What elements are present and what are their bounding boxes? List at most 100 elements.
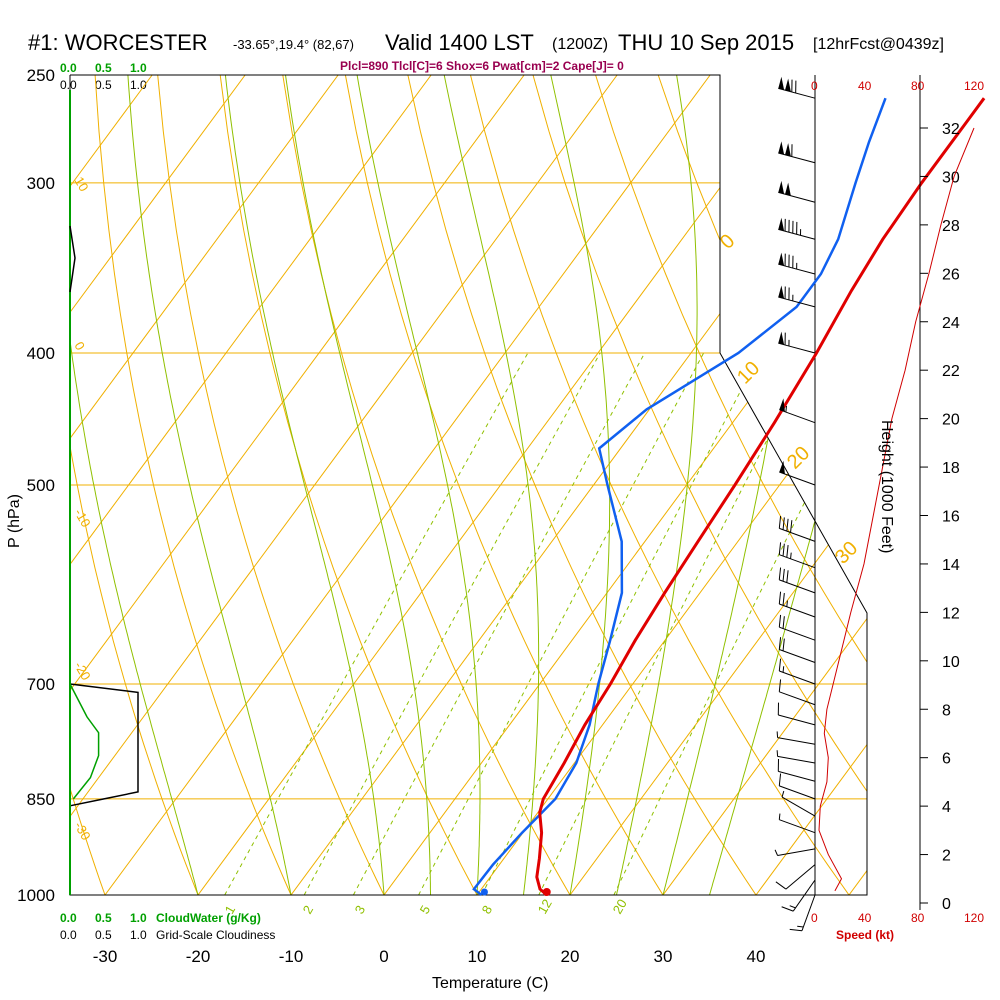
wind-barb-tick (782, 517, 785, 530)
wind-barb-staff (777, 848, 816, 856)
temperature-profile (535, 97, 986, 897)
wind-speed-profile (818, 127, 975, 892)
mixing-ratio-label: 20 (610, 896, 630, 916)
wind-barb-tick (778, 567, 782, 580)
wind-barb-staff (777, 737, 816, 745)
wind-barb-tick (778, 658, 782, 672)
wind-barb-staff (779, 409, 816, 424)
wind-barb (778, 679, 816, 706)
mixing-ratio-line (224, 352, 529, 895)
wind-barb (789, 894, 816, 932)
wind-barb-tick (782, 568, 785, 582)
speed-tick-label: 40 (858, 911, 872, 925)
wind-barb (778, 614, 816, 641)
wind-barb-flag (778, 252, 785, 266)
wind-barb (778, 516, 816, 542)
mixing-ratio-label: 3 (352, 903, 369, 917)
isotherm-line (383, 75, 867, 895)
speed-axis-label: Speed (kt) (836, 928, 894, 942)
dry-adiabat-line (971, 75, 1000, 895)
wind-barb (778, 285, 816, 308)
height-tick-label: 2 (942, 848, 951, 865)
cloud-water-tick: 0.0 (60, 911, 77, 925)
height-tick-label: 26 (942, 266, 960, 283)
moist-adiabat-line (616, 75, 698, 895)
wind-barb-flag (785, 143, 791, 157)
speed-tick-label: 120 (964, 911, 984, 925)
wind-barb-half-tick (778, 813, 781, 820)
pressure-tick-label: 300 (27, 174, 55, 193)
mixing-ratio-label: 2 (300, 903, 317, 917)
wind-barb-flag (785, 78, 791, 92)
wind-barb-staff (779, 670, 816, 685)
height-tick-label: 14 (942, 557, 960, 574)
wind-barb-flag (778, 76, 785, 90)
height-tick-label: 30 (942, 169, 960, 186)
temperature-tick-label: 40 (747, 947, 766, 966)
cloud-scales: 0.0 0.5 1.0 0.0 0.5 1.0 0.0 0.5 1.0 Clou… (60, 61, 275, 942)
wind-barb (776, 731, 816, 745)
wind-barb (775, 864, 816, 890)
wind-barb-flag (779, 460, 785, 475)
height-tick-label: 16 (942, 509, 960, 526)
height-tick-label: 32 (942, 121, 960, 138)
sounding-indices: Plcl=890 Tlcl[C]=6 Shox=6 Pwat[cm]=2 Cap… (340, 59, 624, 73)
dry-adiabat-line (70, 75, 106, 895)
dry-adiabat-label: -30 (71, 819, 93, 843)
wind-barb (778, 591, 816, 618)
cloudiness-tick: 1.0 (130, 928, 147, 942)
mixing-ratio-line (418, 352, 705, 895)
moist-adiabat-line (550, 75, 611, 895)
forecast-tag: [12hrFcst@0439z] (813, 36, 944, 53)
wind-barb (781, 790, 816, 817)
height-tick-label: 8 (942, 702, 951, 719)
dry-adiabat-label: 0 (71, 339, 88, 353)
pressure-tick-label: 1000 (17, 886, 55, 905)
speed-tick-label: 80 (911, 911, 925, 925)
isotherm-line (70, 75, 246, 895)
surface-temperature-dot (542, 888, 551, 896)
dry-adiabat-line (0, 75, 12, 895)
isotherm-line (848, 75, 867, 895)
isotherm-label: 30 (831, 537, 862, 568)
speed-tick-label: 80 (911, 79, 925, 93)
height-tick-label: 6 (942, 751, 951, 768)
dry-adiabat-line (70, 75, 199, 895)
wind-barb (779, 460, 816, 486)
wind-barb-staff (779, 691, 816, 706)
wind-barb-tick (778, 591, 782, 605)
wind-barb-flag (778, 217, 785, 231)
wind-barb (778, 217, 816, 240)
cloud-water-tick: 0.0 (60, 61, 77, 75)
valid-utc: (1200Z) (552, 36, 608, 53)
wind-barb-staff (778, 714, 816, 726)
surface-dewpoint-dot (480, 888, 488, 896)
mixing-ratio-line (538, 352, 813, 895)
isotherm-line (70, 75, 525, 895)
chart-title: #1: WORCESTER -33.65°,19.4° (82,67) Vali… (28, 30, 944, 73)
wind-barb-flag (779, 398, 785, 412)
moist-adiabat-line (70, 75, 199, 895)
wind-barb-flag (778, 180, 785, 194)
wind-barb (778, 331, 816, 354)
height-tick-label: 20 (942, 412, 960, 429)
wind-barb-staff (778, 342, 816, 354)
wind-barb (779, 398, 816, 424)
wind-barb-staff (777, 755, 816, 764)
y-axis-label: P (hPa) (6, 494, 23, 548)
wind-barb-staff (779, 527, 816, 542)
speed-tick-label: 40 (858, 79, 872, 93)
isotherm-line (942, 75, 1000, 895)
mixing-ratio-line (303, 352, 601, 895)
wind-barb-tick (786, 545, 789, 558)
dry-adiabat-line (470, 75, 850, 895)
wind-barb-tick (782, 616, 785, 629)
cloudiness-label: Grid-Scale Cloudiness (156, 928, 275, 942)
valid-date: THU 10 Sep 2015 (618, 30, 794, 55)
dry-adiabat-line (532, 75, 867, 895)
wind-barb-staff (779, 819, 816, 834)
height-tick-label: 22 (942, 363, 960, 380)
wind-barb (778, 252, 816, 275)
moist-adiabat-line (709, 75, 867, 895)
